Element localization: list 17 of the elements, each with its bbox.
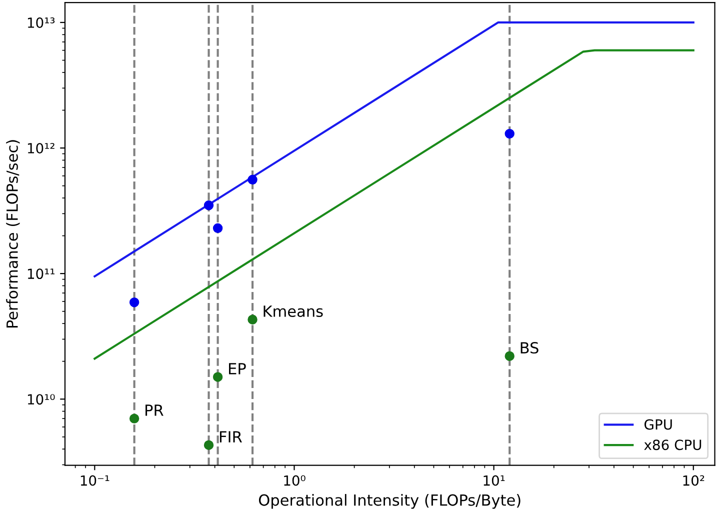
annotation: BS (520, 342, 538, 354)
annotation: Kmeans (264, 306, 323, 318)
legend-label: x86 CPU (644, 440, 702, 450)
y-tick-label: 10¹² (28, 142, 54, 154)
x-tick-label: 10¹ (484, 475, 505, 486)
annotation: FIR (220, 431, 242, 442)
y-tick-label: 10¹¹ (28, 268, 54, 280)
x-axis-title: Operational Intensity (FLOPs/Byte) (258, 494, 520, 509)
y-axis-title: Performance (FLOPs/sec) (6, 140, 20, 328)
annotation: PR (146, 404, 164, 416)
y-tick-label: 10¹³ (28, 17, 55, 28)
annotation: EP (229, 363, 246, 374)
x-tick-label: 10⁻¹ (80, 475, 110, 486)
x-tick-label: 10² (683, 475, 704, 486)
legend-label: GPU (644, 419, 672, 430)
x-tick-label: 10⁰ (284, 475, 306, 486)
y-tick-label: 10¹⁰ (28, 394, 55, 405)
